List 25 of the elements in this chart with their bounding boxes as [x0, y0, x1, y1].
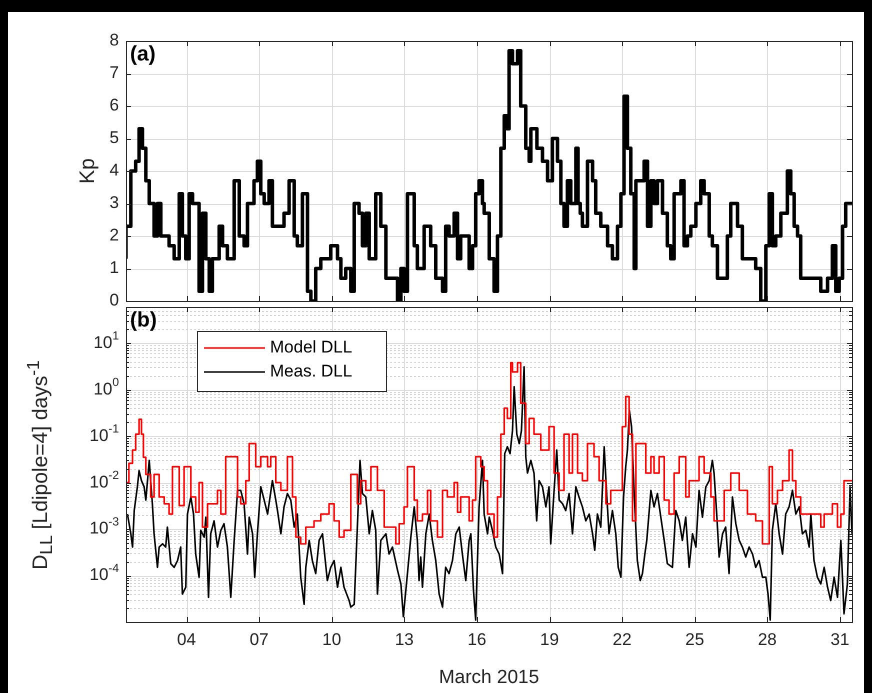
x-tick-label: 10 — [322, 630, 342, 649]
y-tick-label: 7 — [110, 63, 120, 82]
x-tick-label: 19 — [540, 630, 559, 649]
y-tick-label: 2 — [110, 226, 120, 245]
y-tick-label: 6 — [110, 96, 120, 115]
y-axis-title: Kp — [76, 158, 100, 184]
x-axis-title: March 2015 — [438, 666, 540, 688]
x-tick-label: 22 — [612, 630, 632, 649]
y-tick-label: 0 — [110, 290, 120, 310]
annotation: (a) — [130, 42, 156, 66]
x-tick-label: 31 — [830, 630, 850, 649]
annotation: (b) — [130, 308, 157, 332]
x-tick-label: 28 — [758, 630, 777, 649]
legend-label: Model DLL — [270, 338, 352, 357]
y-tick-label: 1 — [110, 258, 120, 278]
x-tick-label: 13 — [394, 630, 414, 649]
y-tick-label: 5 — [110, 128, 120, 148]
x-tick-label: 25 — [685, 630, 704, 649]
x-tick-label: 16 — [467, 630, 486, 649]
y-tick-label: 3 — [110, 193, 120, 212]
x-tick-label: 07 — [250, 630, 269, 649]
y-tick-label: 8 — [110, 30, 120, 50]
y-tick-label: 4 — [110, 160, 120, 180]
x-tick-label: 04 — [177, 630, 196, 649]
legend-label: Meas. DLL — [270, 362, 352, 381]
